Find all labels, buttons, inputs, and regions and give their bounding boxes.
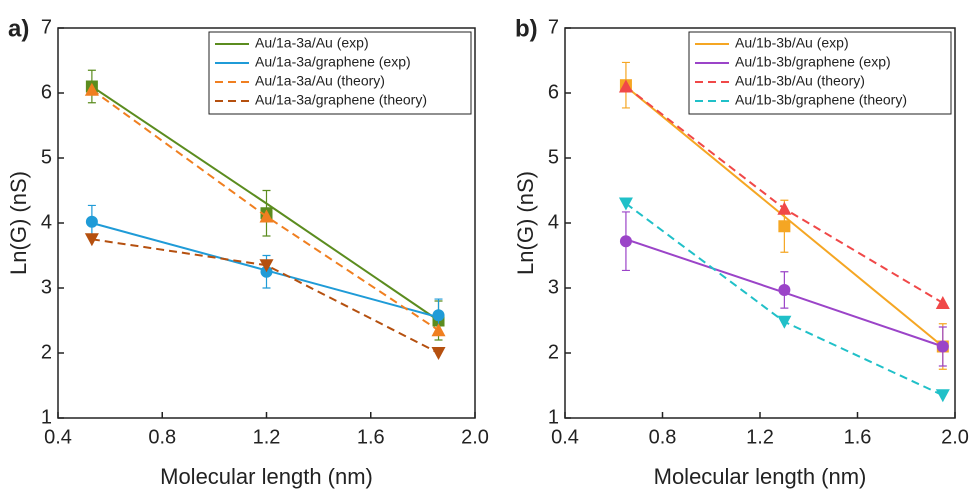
x-tick-label: 0.4 xyxy=(44,426,72,448)
data-point xyxy=(85,215,98,228)
theory-line xyxy=(625,85,944,304)
data-point xyxy=(618,79,633,93)
data-point xyxy=(432,309,445,322)
legend-box xyxy=(208,31,472,115)
legend-label: Au/1b-3b/Au (theory) xyxy=(735,73,865,89)
data-point xyxy=(431,323,446,337)
theory-line xyxy=(91,238,439,354)
data-point xyxy=(618,197,633,211)
x-tick-label: 0.4 xyxy=(551,426,579,448)
legend-box xyxy=(688,31,952,115)
legend-label: Au/1a-3a/Au (theory) xyxy=(255,73,385,89)
y-tick-label: 5 xyxy=(41,146,52,168)
legend-label: Au/1b-3b/graphene (exp) xyxy=(735,54,891,70)
data-point xyxy=(619,235,632,248)
x-tick-label: 2.0 xyxy=(941,426,969,448)
legend-label: Au/1a-3a/graphene (exp) xyxy=(255,54,411,70)
data-point xyxy=(777,315,792,329)
y-tick-label: 3 xyxy=(548,276,559,298)
y-tick-label: 6 xyxy=(548,81,559,103)
x-tick-label: 1.6 xyxy=(844,426,872,448)
data-point xyxy=(777,201,792,215)
x-tick-label: 0.8 xyxy=(649,426,677,448)
y-tick-label: 2 xyxy=(41,341,52,363)
data-point xyxy=(84,82,99,96)
data-point xyxy=(778,283,791,296)
data-point xyxy=(778,220,791,233)
y-axis-label: Ln(G) (nS) xyxy=(513,171,538,275)
x-tick-label: 1.2 xyxy=(253,426,281,448)
legend-label: Au/1b-3b/graphene (theory) xyxy=(735,92,907,108)
y-tick-label: 1 xyxy=(41,406,52,428)
panel-label: a) xyxy=(8,15,29,42)
data-point xyxy=(431,347,446,360)
y-tick-label: 7 xyxy=(548,16,559,38)
legend-label: Au/1b-3b/Au (exp) xyxy=(735,35,849,51)
y-tick-label: 1 xyxy=(548,406,559,428)
y-tick-label: 4 xyxy=(41,211,52,233)
x-tick-label: 1.6 xyxy=(357,426,385,448)
y-tick-label: 7 xyxy=(41,16,52,38)
data-point xyxy=(259,259,274,273)
y-tick-label: 4 xyxy=(548,211,559,233)
x-tick-label: 1.2 xyxy=(746,426,774,448)
y-tick-label: 2 xyxy=(548,341,559,363)
x-tick-label: 0.8 xyxy=(148,426,176,448)
data-point xyxy=(84,233,99,247)
data-point xyxy=(935,389,950,403)
y-tick-label: 5 xyxy=(548,146,559,168)
data-point xyxy=(259,209,274,223)
x-axis-label: Molecular length (nm) xyxy=(160,464,373,489)
y-axis-label: Ln(G) (nS) xyxy=(6,171,31,275)
x-axis-label: Molecular length (nm) xyxy=(654,464,867,489)
legend-label: Au/1a-3a/Au (exp) xyxy=(255,35,369,51)
panel-label: b) xyxy=(515,15,538,42)
legend-label: Au/1a-3a/graphene (theory) xyxy=(255,92,427,108)
x-tick-label: 2.0 xyxy=(461,426,489,448)
data-point xyxy=(936,340,949,353)
y-tick-label: 6 xyxy=(41,81,52,103)
y-tick-label: 3 xyxy=(41,276,52,298)
fit-line xyxy=(91,85,440,322)
data-point xyxy=(935,295,950,309)
